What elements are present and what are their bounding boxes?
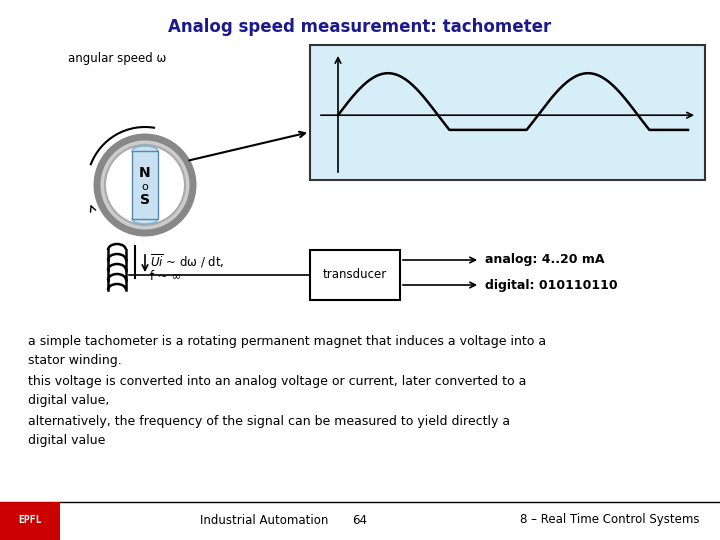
Text: alternatively, the frequency of the signal can be measured to yield directly a
d: alternatively, the frequency of the sign…	[28, 415, 510, 447]
Circle shape	[97, 137, 193, 233]
Text: S: S	[140, 193, 150, 207]
Text: 64: 64	[353, 514, 367, 526]
Text: 8 – Real Time Control Systems: 8 – Real Time Control Systems	[521, 514, 700, 526]
Text: this voltage is converted into an analog voltage or current, later converted to : this voltage is converted into an analog…	[28, 375, 526, 407]
Text: EPFL: EPFL	[18, 515, 42, 525]
Text: N: N	[139, 166, 150, 180]
Bar	[0, 502, 60, 540]
Text: Analog speed measurement: tachometer: Analog speed measurement: tachometer	[168, 18, 552, 36]
Text: transducer: transducer	[323, 268, 387, 281]
Text: Industrial Automation: Industrial Automation	[200, 514, 328, 526]
Text: $\overline{Ui}$ ~ dω / dt,: $\overline{Ui}$ ~ dω / dt,	[150, 252, 225, 270]
Bar	[310, 45, 705, 180]
Text: digital: 010110110: digital: 010110110	[485, 279, 618, 292]
Text: a simple tachometer is a rotating permanent magnet that induces a voltage into a: a simple tachometer is a rotating perman…	[28, 335, 546, 367]
Bar	[132, 151, 158, 219]
Circle shape	[105, 145, 185, 225]
Text: o: o	[142, 182, 148, 192]
Ellipse shape	[132, 214, 158, 224]
Text: f ~ ∞: f ~ ∞	[150, 270, 181, 283]
Text: angular speed ω: angular speed ω	[68, 52, 166, 65]
Bar	[310, 250, 400, 300]
Ellipse shape	[132, 146, 158, 156]
Text: analog: 4..20 mA: analog: 4..20 mA	[485, 253, 605, 267]
